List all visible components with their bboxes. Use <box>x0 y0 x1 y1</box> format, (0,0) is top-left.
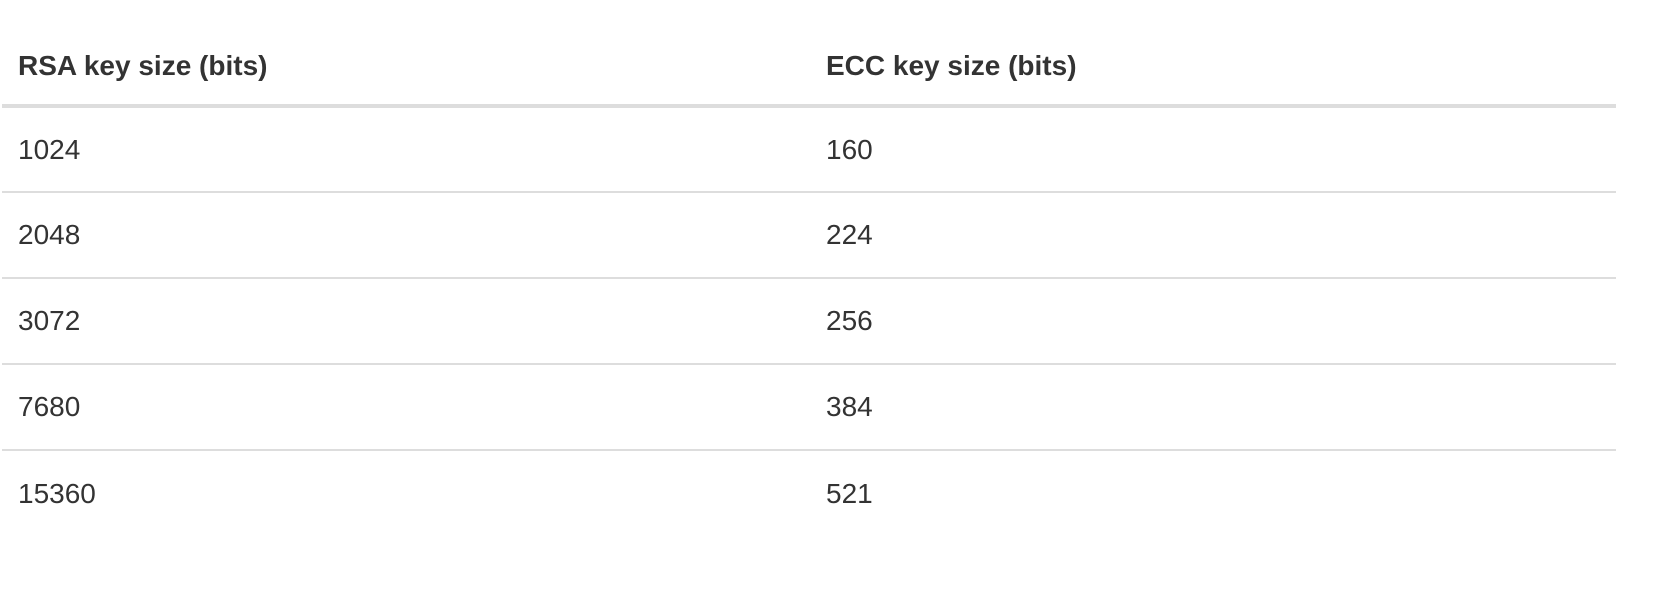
table-row: 1024 160 <box>2 106 1616 193</box>
ecc-cell: 256 <box>810 278 1616 365</box>
rsa-cell: 1024 <box>2 106 810 193</box>
column-header-rsa: RSA key size (bits) <box>2 0 810 108</box>
table-row: 7680 384 <box>2 364 1616 451</box>
table-row: 15360 521 <box>2 450 1616 536</box>
table-row: 2048 224 <box>2 192 1616 279</box>
ecc-cell: 160 <box>810 106 1616 193</box>
rsa-cell: 15360 <box>18 477 96 509</box>
table-body: 1024 160 2048 224 3072 256 7680 384 1536… <box>2 106 1616 536</box>
ecc-cell: 384 <box>810 364 1616 451</box>
key-size-table: RSA key size (bits) ECC key size (bits) … <box>2 0 1616 536</box>
ecc-cell: 224 <box>810 192 1616 279</box>
header-row: RSA key size (bits) ECC key size (bits) <box>2 0 1616 108</box>
rsa-cell: 3072 <box>2 278 810 365</box>
rsa-cell: 7680 <box>2 364 810 451</box>
rsa-cell: 2048 <box>2 192 810 279</box>
table-row: 3072 256 <box>2 278 1616 365</box>
column-header-ecc: ECC key size (bits) <box>810 0 1616 108</box>
table-header: RSA key size (bits) ECC key size (bits) <box>2 0 1616 108</box>
ecc-cell: 521 <box>826 477 873 509</box>
